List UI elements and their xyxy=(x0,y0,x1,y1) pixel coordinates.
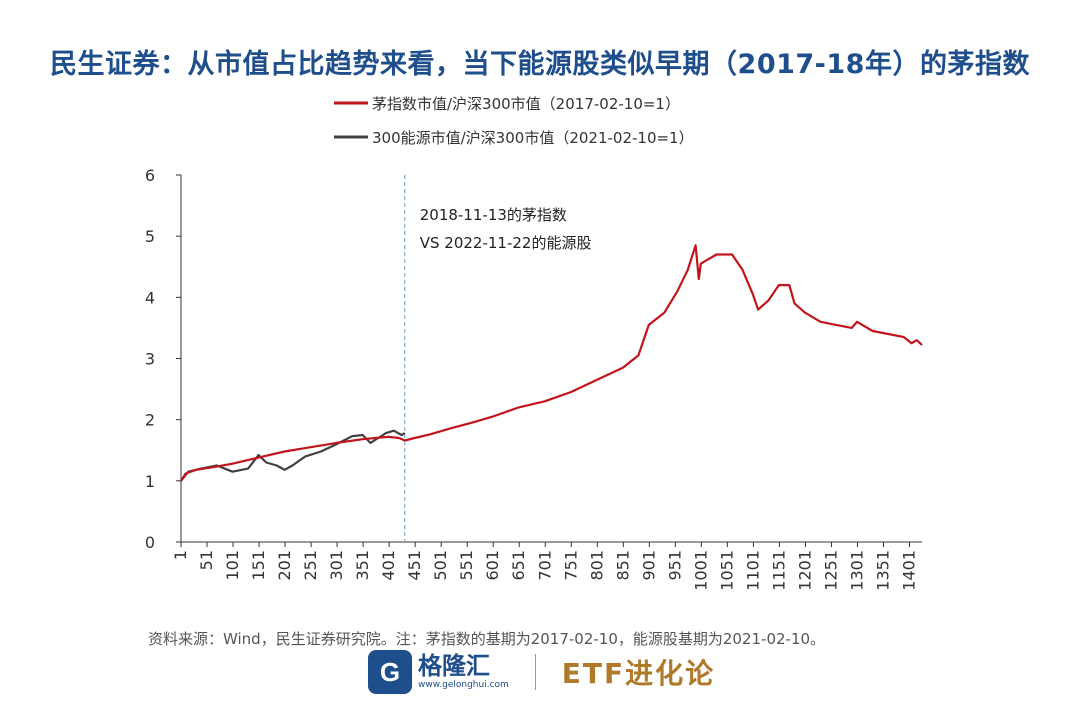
x-tick-label: 201 xyxy=(275,550,294,581)
x-tick-label: 751 xyxy=(561,550,580,581)
source-note: 资料来源：Wind，民生证券研究院。注：茅指数的基期为2017-02-10，能源… xyxy=(148,630,826,648)
x-tick-label: 1251 xyxy=(821,550,840,591)
footer: G 格隆汇 www.gelonghui.com ETF进化论 xyxy=(368,650,715,694)
x-tick-label: 651 xyxy=(509,550,528,581)
annotation-text: 2018-11-13的茅指数 xyxy=(420,206,567,224)
line-chart: 茅指数市值/沪深300市值（2017-02-10=1） 300能源市值/沪深300… xyxy=(145,95,923,591)
legend-label: 300能源市值/沪深300市值（2021-02-10=1） xyxy=(372,129,694,147)
gelonghui-logo: 格隆汇 www.gelonghui.com xyxy=(418,653,509,691)
x-tick-label: 551 xyxy=(457,550,476,581)
x-tick-label: 351 xyxy=(353,550,372,581)
x-tick-label: 451 xyxy=(405,550,424,581)
logo-name: 格隆汇 xyxy=(418,652,490,680)
footer-divider xyxy=(534,654,536,690)
x-tick-label: 301 xyxy=(327,550,346,581)
x-tick-label: 501 xyxy=(431,550,450,581)
legend: 茅指数市值/沪深300市值（2017-02-10=1） 300能源市值/沪深300… xyxy=(334,95,694,147)
x-tick-label: 151 xyxy=(249,550,268,581)
x-tick-label: 1351 xyxy=(873,550,892,591)
y-tick-label: 1 xyxy=(145,472,155,491)
x-tick-label: 851 xyxy=(613,550,632,581)
x-tick-label: 1001 xyxy=(691,550,710,591)
x-tick-label: 1151 xyxy=(769,550,788,591)
x-tick-label: 1101 xyxy=(743,550,762,591)
x-tick-label: 51 xyxy=(197,550,216,570)
gelonghui-logo-icon: G xyxy=(368,650,412,694)
chart-title: 民生证券：从市值占比趋势来看，当下能源股类似早期（2017-18年）的茅指数 xyxy=(50,49,1030,80)
annotation: 2018-11-13的茅指数 VS 2022-11-22的能源股 xyxy=(404,175,592,542)
logo-url: www.gelonghui.com xyxy=(418,680,509,690)
y-tick-label: 6 xyxy=(145,166,155,185)
annotation-text: VS 2022-11-22的能源股 xyxy=(420,234,592,252)
x-tick-label: 801 xyxy=(587,550,606,581)
series-line-1 xyxy=(180,429,406,482)
x-tick-label: 1201 xyxy=(795,550,814,591)
legend-label: 茅指数市值/沪深300市值（2017-02-10=1） xyxy=(372,95,680,113)
y-tick-label: 5 xyxy=(145,227,155,246)
brand-name: ETF进化论 xyxy=(561,657,716,690)
x-tick-label: 601 xyxy=(483,550,502,581)
y-tick-label: 3 xyxy=(145,350,155,369)
y-tick-label: 2 xyxy=(145,411,155,430)
y-tick-label: 0 xyxy=(145,533,155,552)
series-group xyxy=(180,244,923,482)
x-tick-label: 1 xyxy=(171,550,190,560)
x-tick-label: 951 xyxy=(665,550,684,581)
series-line-0 xyxy=(180,244,923,482)
x-tick-label: 251 xyxy=(301,550,320,581)
x-tick-label: 1051 xyxy=(717,550,736,591)
x-tick-label: 901 xyxy=(639,550,658,581)
x-tick-label: 401 xyxy=(379,550,398,581)
x-tick-label: 1401 xyxy=(900,550,919,591)
x-tick-label: 701 xyxy=(535,550,554,581)
x-tick-label: 1301 xyxy=(847,550,866,591)
x-tick-label: 101 xyxy=(223,550,242,581)
y-tick-label: 4 xyxy=(145,288,155,307)
